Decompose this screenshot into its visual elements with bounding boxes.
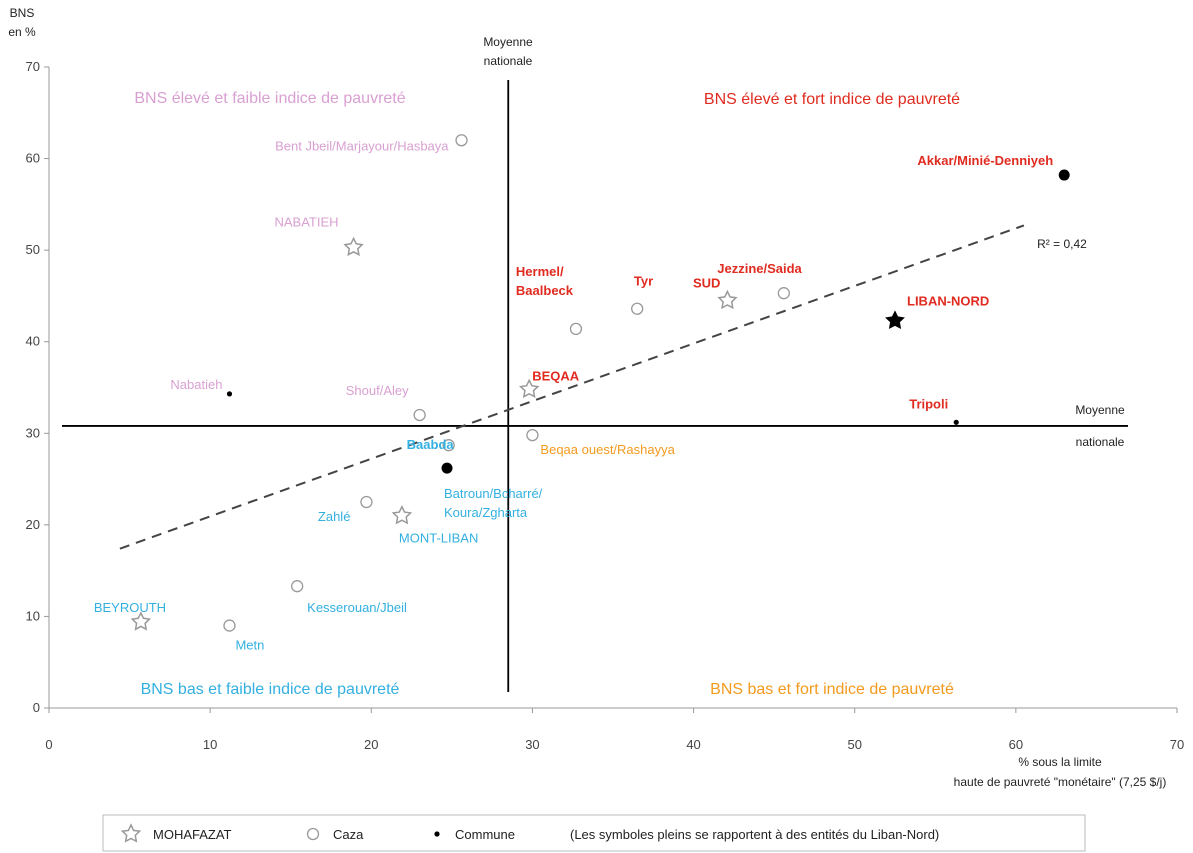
y-tick-label: 40: [26, 334, 40, 349]
x-tick-label: 50: [847, 737, 861, 752]
y-tick-label: 0: [33, 700, 40, 715]
x-axis-title-line: haute de pauvreté "monétaire" (7,25 $/j): [954, 775, 1167, 789]
legend-circle-icon: [306, 827, 320, 841]
legend-dot-icon: [434, 831, 440, 837]
legend-entry: (Les symboles pleins se rapportent à des…: [570, 827, 939, 842]
point-label: Shouf/Aley: [346, 383, 409, 398]
point-label: Tripoli: [909, 396, 948, 411]
point-label: BEQAA: [532, 368, 580, 383]
point-label: Beqaa ouest/Rashayya: [540, 442, 675, 457]
point-label: Jezzine/Saida: [717, 261, 802, 276]
y-tick-label: 60: [26, 151, 40, 166]
point-marker: [391, 504, 413, 525]
x-tick-label: 10: [203, 737, 217, 752]
point-marker: [413, 408, 426, 422]
legend-entry: Caza: [333, 827, 364, 842]
y-tick-label: 10: [26, 608, 40, 623]
point-marker: [526, 428, 539, 442]
point-label: NABATIEH: [274, 214, 338, 229]
point-marker: [442, 439, 455, 452]
y-axis-title-line: BNS: [10, 6, 35, 20]
point-label: LIBAN-NORD: [907, 294, 989, 309]
point-label: Baalbeck: [516, 283, 574, 298]
y-tick-label: 70: [26, 59, 40, 74]
point-marker: [717, 289, 738, 310]
point-marker: [291, 580, 304, 593]
point-marker: [455, 134, 468, 147]
quadrant-label: BNS bas et fort indice de pauvreté: [710, 681, 954, 698]
point-label: Kesserouan/Jbeil: [307, 600, 407, 615]
point-label: Baabda: [407, 437, 455, 452]
point-label: Metn: [235, 638, 264, 653]
r-squared-label: R² = 0,42: [1037, 237, 1087, 251]
legend-entry: MOHAFAZAT: [153, 827, 232, 842]
quadrant-label: BNS élevé et fort indice de pauvreté: [704, 91, 960, 108]
quadrant-label: BNS élevé et faible indice de pauvreté: [134, 90, 405, 107]
point-label: Tyr: [634, 274, 653, 289]
mean-vertical-label: nationale: [484, 54, 533, 68]
x-tick-label: 30: [525, 737, 539, 752]
point-marker: [223, 619, 236, 632]
point-label: Batroun/Bcharré/: [444, 486, 543, 501]
legend-entry: Commune: [455, 827, 515, 842]
y-axis-title-line: en %: [8, 25, 36, 39]
point-marker: [441, 462, 453, 474]
mean-horizontal-label: nationale: [1076, 435, 1125, 449]
x-tick-label: 40: [686, 737, 700, 752]
point-marker: [130, 611, 152, 631]
x-axis-title-line: % sous la limite: [1018, 755, 1102, 769]
legend-star-icon: [120, 823, 142, 843]
point-label: MONT-LIBAN: [399, 531, 478, 546]
quadrant-label: BNS bas et faible indice de pauvreté: [141, 681, 400, 698]
trend-line: [119, 224, 1025, 550]
point-label: SUD: [693, 276, 720, 291]
x-tick-label: 70: [1170, 737, 1184, 752]
y-tick-label: 50: [26, 242, 40, 257]
point-marker: [953, 419, 959, 425]
point-marker: [885, 310, 905, 329]
legend-box: [102, 814, 1086, 852]
point-marker: [1058, 169, 1070, 181]
point-label: BEYROUTH: [94, 600, 166, 615]
point-marker: [518, 378, 540, 398]
x-tick-label: 60: [1009, 737, 1023, 752]
mean-vertical-label: Moyenne: [483, 35, 533, 49]
point-label: Zahlé: [318, 509, 351, 524]
point-marker: [343, 236, 364, 257]
mean-horizontal-label: Moyenne: [1075, 403, 1125, 417]
point-marker: [226, 391, 233, 397]
point-marker: [360, 495, 373, 509]
point-marker: [777, 287, 790, 300]
y-tick-label: 30: [26, 425, 40, 440]
point-marker: [631, 302, 644, 315]
point-label: Akkar/Minié-Denniyeh: [917, 153, 1053, 168]
point-marker: [569, 322, 583, 336]
point-label: Nabatieh: [170, 377, 222, 392]
point-label: Koura/Zgharta: [444, 505, 528, 520]
point-label: Hermel/: [516, 264, 564, 279]
x-tick-label: 20: [364, 737, 378, 752]
y-tick-label: 20: [26, 517, 40, 532]
point-label: Bent Jbeil/Marjayour/Hasbaya: [275, 138, 449, 153]
x-tick-label: 0: [45, 737, 52, 752]
